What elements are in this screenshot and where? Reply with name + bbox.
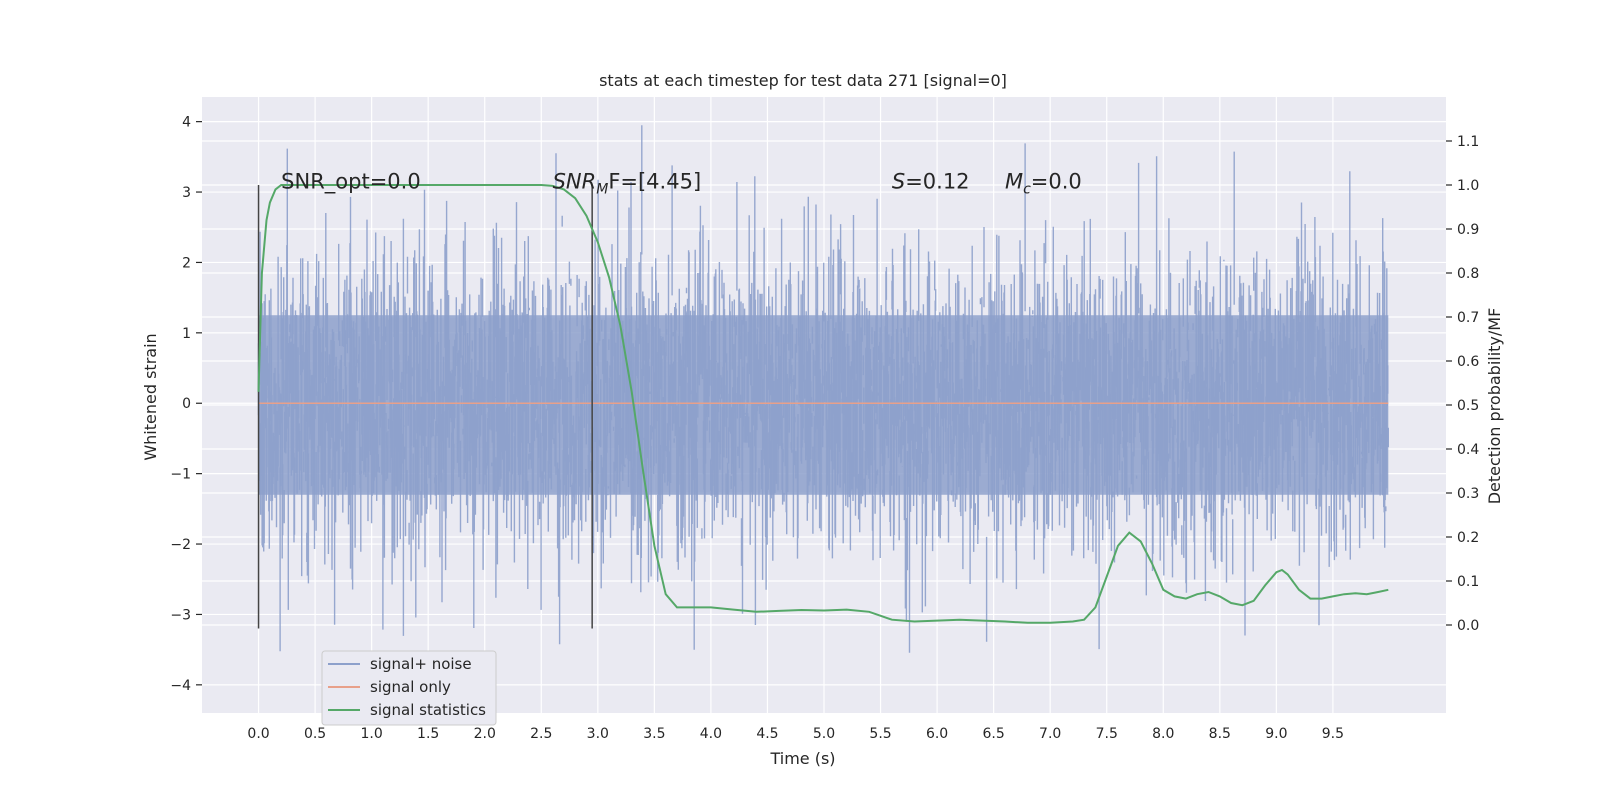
y-tick-label-left: 2 (182, 255, 191, 271)
x-tick-label: 1.0 (361, 726, 383, 742)
y-tick-label-right: 0.5 (1457, 398, 1479, 414)
y-tick-label-left: −1 (170, 467, 191, 483)
legend-label-signal-noise: signal+ noise (370, 655, 472, 673)
x-tick-label: 3.0 (587, 726, 609, 742)
vertical-markers (257, 185, 593, 629)
legend-label-signal-only: signal only (370, 678, 451, 696)
series-signal-noise (257, 125, 1389, 653)
y-tick-label-right: 1.1 (1457, 134, 1479, 150)
x-tick-label: 3.5 (643, 726, 665, 742)
y-tick-label-right: 0.6 (1457, 354, 1479, 370)
y-axis-left-ticks: −4 −3 −2 −1 0 1 2 3 4 (170, 115, 202, 694)
annotations: SNR_opt=0.0 SNRMF=[4.45] S=0.12 Mc=0.0 (281, 170, 1082, 198)
signal-statistics-line (257, 184, 1389, 624)
x-tick-label: 9.5 (1322, 726, 1344, 742)
y-tick-label-left: −3 (170, 607, 191, 623)
annotation-2: S=0.12 (892, 170, 970, 194)
y-tick-label-right: 0.4 (1457, 442, 1479, 458)
x-tick-label: 7.0 (1039, 726, 1061, 742)
x-tick-label: 4.5 (756, 726, 778, 742)
annotation-0: SNR_opt=0.0 (281, 170, 421, 195)
x-tick-label: 6.0 (926, 726, 948, 742)
y-axis-right-ticks: 0.0 0.1 0.2 0.3 0.4 0.5 0.6 0.7 0.8 0.9 1.0 1.1 (1446, 134, 1479, 634)
x-tick-label: 7.5 (1096, 726, 1118, 742)
y-tick-label-right: 0.9 (1457, 222, 1479, 238)
y-tick-label-right: 0.0 (1457, 618, 1479, 634)
y-tick-label-left: 3 (182, 185, 191, 201)
x-axis-ticks: 0.0 0.5 1.0 1.5 2.0 2.5 3.0 3.5 4.0 4.5 5.0 5.5 6.0 6… (247, 726, 1344, 742)
y-tick-label-right: 0.8 (1457, 266, 1479, 282)
series-signal-statistics (257, 184, 1389, 624)
x-tick-label: 1.5 (417, 726, 439, 742)
y-tick-label-left: 0 (182, 396, 191, 412)
y-tick-label-left: 4 (182, 115, 191, 131)
legend: signal+ noise signal only signal statist… (321, 650, 497, 726)
chart-title: stats at each timestep for test data 271… (599, 71, 1007, 90)
x-tick-label: 6.5 (983, 726, 1005, 742)
x-tick-label: 5.0 (813, 726, 835, 742)
y-tick-label-right: 0.2 (1457, 530, 1479, 546)
legend-label-signal-statistics: signal statistics (370, 701, 486, 719)
x-tick-label: 8.0 (1152, 726, 1174, 742)
legend-box (321, 650, 497, 726)
x-tick-label: 9.0 (1265, 726, 1287, 742)
y-tick-label-right: 0.1 (1457, 574, 1479, 590)
y-axis-label-left: Whitened strain (141, 333, 160, 460)
annotation-3: Mc=0.0 (1005, 170, 1082, 198)
x-tick-label: 0.0 (247, 726, 269, 742)
x-tick-label: 2.5 (530, 726, 552, 742)
x-tick-label: 0.5 (304, 726, 326, 742)
x-tick-label: 4.0 (700, 726, 722, 742)
y-tick-label-right: 0.3 (1457, 486, 1479, 502)
y-tick-label-left: −4 (170, 678, 191, 694)
annotation-1: SNRMF=[4.45] (553, 170, 702, 198)
x-tick-label: 5.5 (869, 726, 891, 742)
y-tick-label-right: 0.7 (1457, 310, 1479, 326)
y-axis-label-right: Detection probability/MF (1485, 308, 1504, 505)
y-tick-label-left: 1 (182, 326, 191, 342)
y-tick-label-left: −2 (170, 537, 191, 553)
x-tick-label: 2.0 (474, 726, 496, 742)
y-tick-label-right: 1.0 (1457, 178, 1479, 194)
x-axis-label: Time (s) (769, 749, 835, 768)
x-tick-label: 8.5 (1209, 726, 1231, 742)
